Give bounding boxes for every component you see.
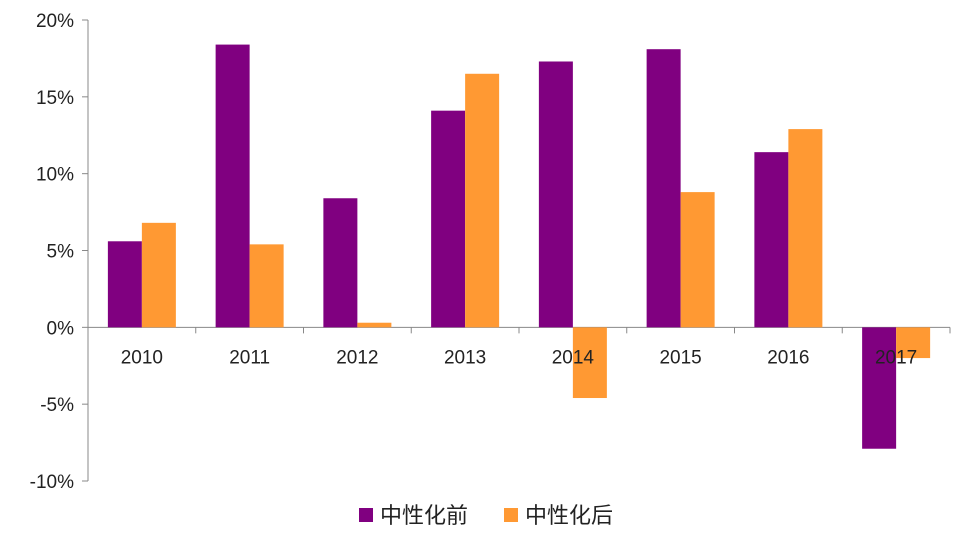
y-tick-label: 10%: [36, 165, 74, 186]
bars: [107, 44, 931, 449]
legend-swatch-before: [359, 508, 373, 522]
bar-before-2011: [215, 44, 250, 328]
bar-after-2017: [896, 327, 931, 359]
bar-after-2016: [788, 129, 823, 328]
y-tick-label: 15%: [36, 88, 74, 109]
x-tick-label: 2012: [336, 347, 378, 368]
y-tick-label: 0%: [47, 318, 75, 339]
bar-after-2012: [357, 322, 392, 328]
legend: 中性化前 中性化后: [359, 504, 613, 529]
bar-before-2013: [431, 110, 466, 328]
bar-after-2015: [680, 192, 715, 328]
x-axis: [87, 326, 951, 334]
bar-before-2014: [538, 61, 573, 328]
legend-label-before: 中性化前: [380, 504, 468, 529]
bar-after-2014: [572, 327, 607, 399]
x-tick-label: 2011: [229, 347, 270, 368]
bar-before-2010: [107, 241, 142, 328]
bar-before-2017: [862, 327, 897, 449]
y-tick-label: 20%: [36, 11, 74, 32]
bar-after-2013: [465, 73, 500, 328]
bar-after-2011: [249, 244, 284, 328]
legend-label-after: 中性化后: [525, 504, 613, 529]
category-labels: 2010 2011 2012 2013 2014 2015 2016 2017: [121, 347, 918, 368]
y-tick-label: -5%: [40, 395, 74, 416]
x-tick-label: 2014: [552, 347, 595, 368]
y-tick-label: -10%: [30, 472, 74, 493]
legend-swatch-after: [504, 508, 518, 522]
bar-after-2010: [141, 222, 176, 328]
bar-before-2012: [323, 198, 358, 328]
x-tick-label: 2015: [659, 347, 701, 368]
y-tick-label: 5%: [47, 242, 75, 263]
bar-before-2016: [754, 152, 789, 328]
x-tick-label: 2010: [121, 347, 163, 368]
bar-before-2015: [646, 49, 681, 328]
y-axis: 20% 15% 10% 5% 0% -5% -10%: [30, 11, 89, 493]
x-tick-label: 2013: [444, 347, 486, 368]
x-tick-label: 2017: [875, 347, 917, 368]
x-tick-label: 2016: [767, 347, 809, 368]
